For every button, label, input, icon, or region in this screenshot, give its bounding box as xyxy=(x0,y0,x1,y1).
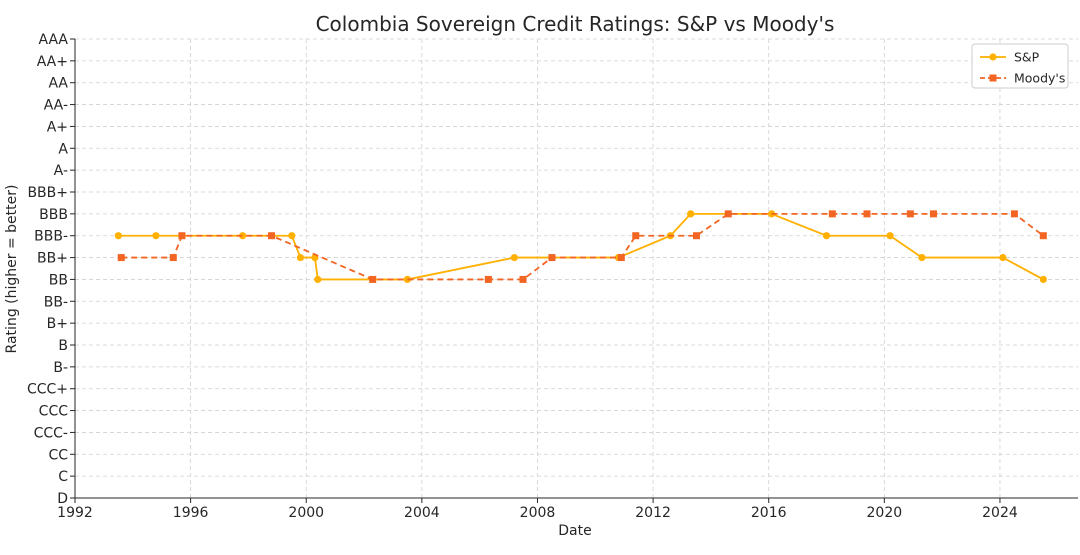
y-tick-label: B xyxy=(58,338,68,354)
data-point-moody-s xyxy=(268,232,276,240)
y-tick-label: AA- xyxy=(44,98,68,114)
data-point-s-p xyxy=(314,275,322,284)
y-tick-label: AA xyxy=(48,76,68,92)
y-tick-label: A+ xyxy=(47,119,68,135)
y-tick-label: BBB- xyxy=(34,229,68,245)
y-tick-label: BBB xyxy=(39,207,68,223)
x-tick-label: 2008 xyxy=(520,505,556,521)
data-point-moody-s xyxy=(1039,232,1047,240)
data-point-moody-s xyxy=(519,275,527,283)
data-point-moody-s xyxy=(692,232,700,240)
y-tick-label: CCC+ xyxy=(27,382,68,398)
data-point-moody-s xyxy=(863,210,871,218)
grid xyxy=(74,38,1078,499)
data-point-moody-s xyxy=(117,254,125,262)
data-point-moody-s xyxy=(484,275,492,283)
y-axis-label: Rating (higher = better) xyxy=(4,185,20,354)
y-tick-label: AA+ xyxy=(37,54,68,70)
data-point-s-p xyxy=(886,232,894,240)
data-point-moody-s xyxy=(178,232,186,240)
y-tick-label: BB xyxy=(49,272,68,288)
legend-label-s-p: S&P xyxy=(1014,50,1040,65)
y-tick-label: A- xyxy=(54,163,68,179)
x-axis-label: Date xyxy=(558,523,591,539)
data-point-s-p xyxy=(296,253,305,262)
y-tick-label: BB- xyxy=(44,294,68,310)
data-point-moody-s xyxy=(1010,210,1018,218)
chart-title: Colombia Sovereign Credit Ratings: S&P v… xyxy=(316,12,835,36)
data-point-s-p xyxy=(918,253,926,262)
data-point-s-p xyxy=(152,232,160,240)
data-point-s-p xyxy=(114,232,122,240)
x-tick-label: 2024 xyxy=(982,505,1018,521)
y-tick-label: CCC- xyxy=(34,425,68,441)
legend-marker-moody-s xyxy=(989,74,997,82)
y-tick-label: CC xyxy=(48,447,68,463)
data-point-moody-s xyxy=(929,210,937,218)
series-line-s-p xyxy=(118,212,1044,281)
x-tick-label: 2012 xyxy=(635,505,671,521)
data-point-moody-s xyxy=(632,232,640,240)
legend: S&P Moody's xyxy=(971,43,1069,89)
data-point-moody-s xyxy=(169,254,177,262)
x-tick-label: 1992 xyxy=(57,505,93,521)
x-tick-label: 2016 xyxy=(751,505,787,521)
data-point-moody-s xyxy=(369,275,377,283)
legend-label-moody-s: Moody's xyxy=(1014,71,1065,86)
y-tick-label: BB+ xyxy=(37,251,68,267)
data-point-s-p xyxy=(999,253,1007,262)
legend-marker-s-p xyxy=(989,53,997,61)
data-point-s-p xyxy=(1039,275,1047,284)
y-tick-label: AAA xyxy=(38,32,68,48)
data-point-moody-s xyxy=(724,210,732,218)
data-point-s-p xyxy=(288,232,296,240)
data-point-s-p xyxy=(510,253,518,262)
x-tick-label: 2000 xyxy=(288,505,324,521)
y-tick-label: C xyxy=(58,469,68,485)
x-tick-label: 2020 xyxy=(867,505,903,521)
x-tick-label: 2004 xyxy=(404,505,440,521)
y-tick-label: A xyxy=(58,141,68,157)
data-point-s-p xyxy=(822,232,831,240)
data-point-s-p xyxy=(687,210,695,218)
y-tick-label: B- xyxy=(53,360,68,376)
axes: DCCCCCC-CCCCCC+B-BB+BB-BBBB+BBB-BBBBBB+A… xyxy=(27,32,1078,521)
data-point-moody-s xyxy=(617,254,625,262)
data-point-moody-s xyxy=(548,254,556,262)
series-group xyxy=(114,210,1047,284)
y-tick-label: BBB+ xyxy=(27,185,68,201)
data-point-moody-s xyxy=(906,210,914,218)
series-line-moody-s xyxy=(121,212,1044,281)
x-tick-label: 1996 xyxy=(173,505,209,521)
y-tick-label: B+ xyxy=(47,316,68,332)
y-tick-label: D xyxy=(57,491,68,507)
data-point-moody-s xyxy=(828,210,836,218)
data-point-s-p xyxy=(239,232,247,240)
y-tick-label: CCC xyxy=(39,404,69,420)
